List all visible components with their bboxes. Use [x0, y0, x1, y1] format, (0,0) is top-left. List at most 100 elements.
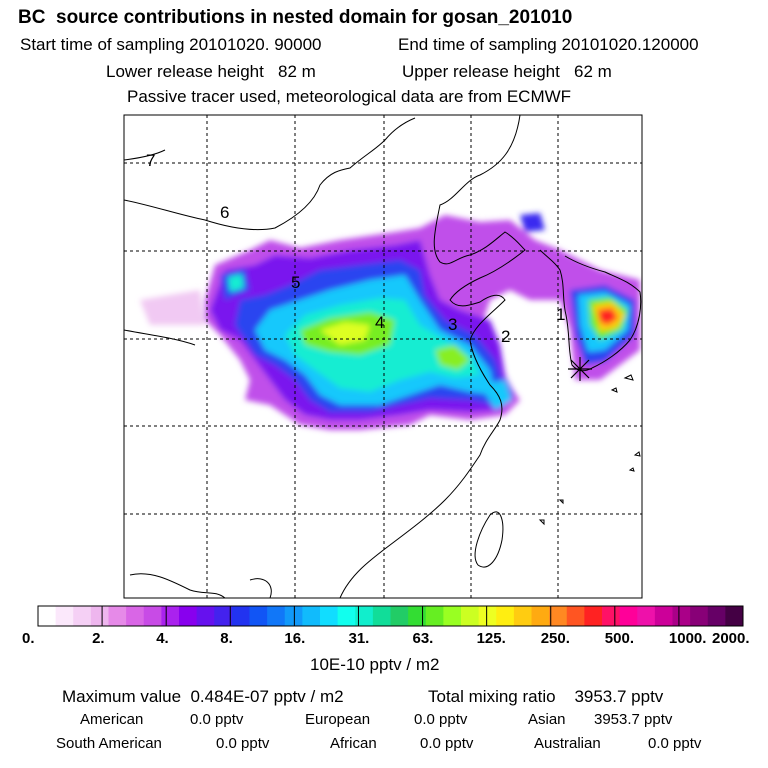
colorbar-tick-label: 4. [156, 630, 169, 647]
australian-value: 0.0 pptv [648, 735, 702, 752]
region-label-2: 2 [501, 327, 510, 346]
colorbar-tick-label: 31. [348, 630, 370, 647]
south-american-value: 0.0 pptv [216, 735, 270, 752]
colorbar-tick-label: 2. [92, 630, 105, 647]
tracer-note: Passive tracer used, meteorological data… [127, 87, 572, 106]
graticule [124, 115, 642, 598]
coastline-taiwan [474, 511, 504, 568]
colorbar-tick-label: 63. [412, 630, 434, 647]
american-label: American [80, 711, 144, 728]
colorbar-cell [390, 606, 409, 626]
chart-title: BC source contributions in nested domain… [18, 7, 573, 28]
colorbar-cell [143, 606, 162, 626]
plume-southeast-peak [598, 308, 618, 325]
start-time-label: Start time of sampling 20101020. 90000 [20, 35, 322, 54]
colorbar-frame [37, 605, 744, 627]
colorbar-unit: 10E-10 pptv / m2 [310, 655, 440, 674]
colorbar-cell [672, 606, 691, 626]
colorbar-tick-label: 16. [284, 630, 306, 647]
region-label-7: 7 [146, 151, 155, 170]
border-west [124, 329, 196, 346]
european-label: European [305, 711, 371, 728]
colorbar-cell [337, 606, 356, 626]
colorbar-tick-label: 125. [476, 630, 506, 647]
colorbar-cell [196, 606, 215, 626]
colorbar-cell [566, 606, 585, 626]
american-value: 0.0 pptv [190, 711, 244, 728]
african-label: African [330, 735, 377, 752]
region-label-6: 6 [220, 203, 229, 222]
colorbar-cell [214, 606, 233, 626]
colorbar-cell [425, 606, 444, 626]
region-label-3: 3 [448, 315, 457, 334]
colorbar-tick-label: 0. [22, 630, 35, 647]
end-time-label: End time of sampling 20101020.120000 [398, 35, 699, 54]
coastline-china [339, 115, 526, 598]
colorbar-cell [161, 606, 180, 626]
colorbar-cell [725, 606, 744, 626]
colorbar-cell [249, 606, 268, 626]
african-value: 0.0 pptv [420, 735, 474, 752]
concentration-field [140, 213, 640, 430]
colorbar-cell [408, 606, 427, 626]
colorbar-cell [637, 606, 656, 626]
colorbar-cell [478, 606, 497, 626]
region-label-1: 1 [556, 305, 565, 324]
colorbar-tick-label: 8. [220, 630, 233, 647]
colorbar-tick-label: 250. [540, 630, 570, 647]
colorbar-cell [302, 606, 321, 626]
plume-yellow [320, 322, 370, 345]
colorbar-cell [320, 606, 339, 626]
colorbar-cell [461, 606, 480, 626]
colorbar-cell [179, 606, 198, 626]
lower-release-height-label: Lower release height 82 m [106, 62, 316, 81]
colorbar-cell [372, 606, 392, 626]
colorbar-cell [531, 606, 550, 626]
colorbar-cell [549, 606, 568, 626]
region-labels: 1 2 3 4 5 6 7 [146, 151, 565, 346]
upper-release-height-label: Upper release height 62 m [402, 62, 612, 81]
colorbar-cell [513, 606, 533, 626]
plume-shanghai [480, 380, 512, 410]
asian-value: 3953.7 pptv [594, 711, 673, 728]
coastline-korea-islands [610, 374, 634, 393]
plume-faint [140, 290, 205, 325]
colorbar-cell [284, 606, 303, 626]
colorbar-cell [126, 606, 145, 626]
plume-green-east [435, 345, 470, 370]
region-label-4: 4 [375, 313, 384, 332]
coastline-korea-east [564, 255, 642, 369]
south-american-label: South American [56, 735, 162, 752]
coastline-hainan [249, 578, 272, 598]
colorbar-cell [619, 606, 638, 626]
australian-label: Australian [534, 735, 601, 752]
total-mixing-ratio: Total mixing ratio 3953.7 pptv [428, 687, 664, 706]
colorbar-cell [73, 606, 92, 626]
european-value: 0.0 pptv [414, 711, 468, 728]
asian-label: Asian [528, 711, 566, 728]
border-north-1 [124, 117, 416, 231]
colorbar-cell [231, 606, 251, 626]
colorbar-cell [90, 606, 110, 626]
colorbar-ticks [101, 606, 680, 626]
colorbar-cells [38, 606, 744, 626]
coastlines [124, 115, 642, 598]
colorbar-cell [690, 606, 709, 626]
maximum-value: Maximum value 0.484E-07 pptv / m2 [62, 687, 344, 706]
colorbar-tick-label: 1000. [668, 630, 707, 647]
colorbar-cell [654, 606, 674, 626]
colorbar-cell [108, 606, 127, 626]
map-frame [123, 114, 643, 599]
plume-north-patch-core [228, 274, 244, 292]
region-label-5: 5 [291, 273, 300, 292]
colorbar-tick-label: 500. [604, 630, 634, 647]
colorbar-cell [267, 606, 286, 626]
colorbar-cell [602, 606, 621, 626]
colorbar-tick-label: 2000. [712, 630, 750, 647]
colorbar-cell [55, 606, 74, 626]
colorbar-cell [355, 606, 374, 626]
colorbar-cell [707, 606, 726, 626]
receptor-marker [568, 357, 592, 381]
